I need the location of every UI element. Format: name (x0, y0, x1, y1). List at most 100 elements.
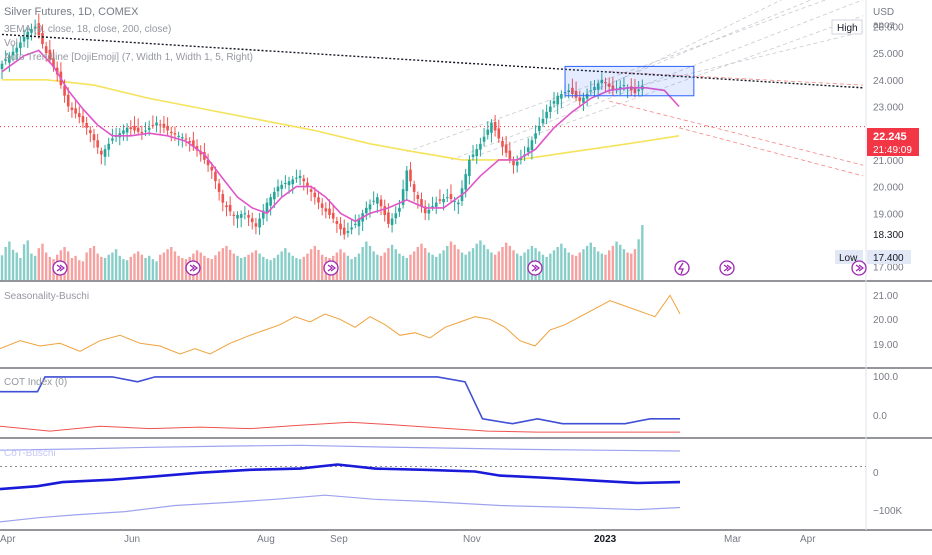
volume-bar (232, 253, 236, 280)
candle-body (133, 125, 136, 131)
ema-legend[interactable]: 3EMA (9, close, 18, close, 200, close) (4, 24, 171, 35)
volume-bar (604, 254, 607, 280)
candle-body (611, 85, 615, 91)
volume-bar (206, 258, 210, 280)
candle-body (239, 214, 243, 218)
volume-bar (236, 255, 239, 280)
volume-bar (608, 250, 611, 280)
candle-body (412, 184, 416, 192)
candle-body (37, 23, 41, 36)
candle-body (0, 63, 4, 69)
time-tick-mar: Mar (724, 534, 742, 545)
chart-title[interactable]: Silver Futures, 1D, COMEX (4, 6, 139, 18)
low-tag: Low (839, 253, 858, 264)
volume-bar (70, 258, 74, 280)
candle-body (464, 174, 467, 190)
volume-bar (571, 254, 574, 280)
candle-body (490, 122, 493, 133)
candle-body (409, 169, 412, 182)
volume-bar (626, 252, 629, 280)
volume-bar (221, 248, 224, 280)
candle-body (125, 127, 129, 133)
candle-body (320, 203, 324, 208)
price-axis[interactable]: 26.000 25.000 24.000 23.000 21.000 20.000 19.0… (873, 22, 904, 273)
volume-bar (284, 248, 287, 280)
candle-body (423, 206, 427, 214)
price-tag-18300: 18.300 (873, 230, 904, 241)
price-tick: 17.000 (873, 263, 904, 274)
consolidation-box[interactable] (564, 65, 695, 97)
candle-body (401, 189, 405, 205)
volume-bar (265, 259, 269, 280)
volume-bar (217, 251, 221, 280)
candle-body (265, 202, 269, 213)
volume-legend[interactable]: Vol (4, 38, 18, 49)
volume-bar (343, 252, 346, 280)
volume-bar (508, 245, 512, 280)
candle-body (372, 200, 375, 202)
volume-bar (11, 249, 15, 281)
candle-body (549, 106, 552, 112)
cot-buschi-pane[interactable] (0, 444, 866, 523)
cot-index-title[interactable]: COT Index (0) (4, 377, 67, 388)
cot-buschi-upper-line (0, 444, 681, 452)
candle-body (63, 85, 66, 96)
scale-mode-label[interactable]: apoz (873, 20, 895, 31)
candle-body (129, 127, 133, 130)
event-markers[interactable] (52, 260, 867, 276)
seasonality-pane[interactable] (0, 294, 681, 355)
volume-bar (449, 241, 453, 280)
candle-body (350, 227, 353, 230)
chevron-right-icon (723, 264, 732, 272)
trend-projection-line (406, 0, 827, 153)
candle-body (556, 95, 559, 105)
cot-index-pane[interactable] (0, 376, 680, 433)
candle-body (585, 94, 589, 99)
volume-bar (486, 249, 489, 280)
volume-bar (390, 244, 394, 280)
volume-bar (254, 250, 258, 280)
volume-bar (136, 251, 140, 280)
countdown-timer: 21:49:09 (873, 145, 912, 156)
candle-body (368, 204, 372, 210)
main-pane[interactable] (0, 0, 866, 281)
volume-bar (446, 245, 449, 280)
candle-body (284, 183, 287, 184)
candle-body (394, 213, 398, 219)
candle-body (243, 213, 247, 215)
candle-body (250, 218, 254, 223)
volume-bar (471, 248, 475, 280)
candle-body (387, 212, 390, 224)
volume-bar (96, 253, 99, 280)
candle-body (545, 111, 548, 119)
volume-bar (435, 256, 438, 280)
candle-body (214, 171, 217, 182)
volume-bar (464, 254, 467, 280)
volume-bar (118, 255, 121, 280)
candle-body (445, 197, 449, 199)
seasonality-title[interactable]: Seasonality-Buschi (4, 291, 89, 302)
candle-body (96, 140, 99, 148)
cot-index-commercial-line (0, 421, 680, 433)
volume-bar (144, 258, 147, 280)
volume-bar (19, 258, 22, 280)
candle-body (8, 55, 11, 63)
volume-bar (320, 254, 324, 280)
cot-buschi-title[interactable]: CoT-Buschi (4, 448, 56, 459)
candle-body (269, 197, 272, 206)
candle-body (81, 116, 85, 123)
volume-bar (22, 244, 26, 281)
volume-bar (225, 245, 228, 280)
chevron-right-icon (855, 264, 864, 272)
candle-body (508, 150, 512, 159)
trendline-legend[interactable]: Auto Trendline [DojiEmoji] (7, Width 1, … (4, 52, 253, 63)
candle-body (22, 37, 26, 42)
cot-index-tick: 100.0 (873, 372, 898, 383)
candle-body (155, 122, 158, 126)
alert-event-icon[interactable] (674, 260, 690, 276)
volume-bar (468, 251, 471, 280)
volume-bar (37, 248, 40, 280)
candle-body (192, 140, 195, 147)
volume-bar (170, 247, 173, 280)
